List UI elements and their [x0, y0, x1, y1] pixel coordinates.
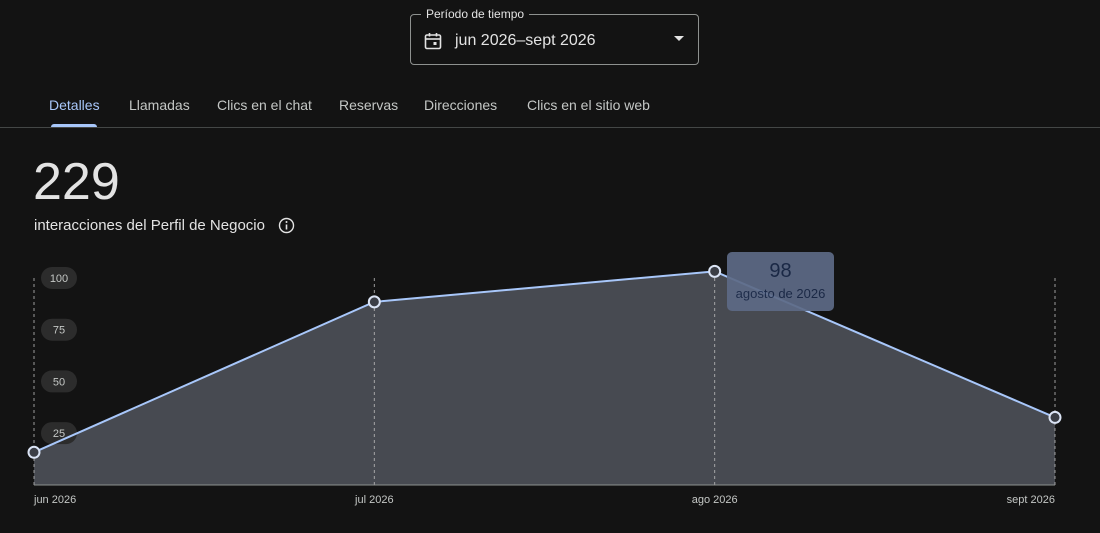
data-point-2 — [708, 264, 722, 278]
metric-label: interacciones del Perfil de Negocio — [34, 217, 265, 234]
x-label-0: jun 2026 — [33, 494, 76, 506]
data-point-0 — [27, 445, 41, 459]
total-interactions: 229 — [33, 153, 120, 211]
chart-area — [34, 271, 1055, 485]
x-label-2: ago 2026 — [692, 494, 738, 506]
dropdown-arrow-icon — [674, 36, 684, 41]
tab-detalles[interactable]: Detalles — [49, 97, 100, 113]
y-tick-75: 75 — [41, 318, 77, 341]
tab-clics-chat[interactable]: Clics en el chat — [217, 97, 312, 113]
y-tick-100: 100 — [41, 267, 77, 289]
data-point-3 — [1048, 410, 1062, 424]
interactions-chart: 25 50 75 100 jun 2026 jul 2026 ago 2026 sept 20… — [27, 264, 1062, 506]
y-tick-25: 25 — [41, 422, 77, 445]
x-label-3: sept 2026 — [1007, 494, 1055, 506]
chart-tooltip: 98 agosto de 2026 — [727, 252, 834, 311]
svg-text:100: 100 — [50, 273, 68, 285]
tab-llamadas[interactable]: Llamadas — [129, 97, 190, 113]
period-selector[interactable]: Período de tiempo jun 2026–sept 2026 — [410, 7, 699, 65]
svg-text:25: 25 — [53, 428, 65, 440]
tab-clics-sitio-web[interactable]: Clics en el sitio web — [527, 97, 650, 113]
tooltip-date: agosto de 2026 — [735, 286, 826, 301]
svg-text:50: 50 — [53, 376, 65, 388]
active-tab-indicator — [51, 124, 97, 127]
tooltip-value: 98 — [769, 260, 792, 282]
tab-reservas[interactable]: Reservas — [339, 97, 399, 113]
tab-direcciones[interactable]: Direcciones — [424, 97, 498, 113]
data-point-1 — [367, 295, 381, 309]
tab-bar: Detalles Llamadas Clics en el chat Reser… — [0, 86, 1100, 127]
calendar-icon — [424, 33, 442, 50]
svg-text:75: 75 — [53, 325, 65, 337]
x-label-1: jul 2026 — [354, 494, 394, 506]
tab-divider — [0, 127, 1100, 128]
period-legend: Período de tiempo — [421, 7, 530, 21]
series-line — [33, 270, 1056, 454]
info-icon[interactable] — [278, 217, 295, 234]
period-value: jun 2026–sept 2026 — [455, 32, 596, 49]
y-tick-50: 50 — [41, 370, 77, 393]
